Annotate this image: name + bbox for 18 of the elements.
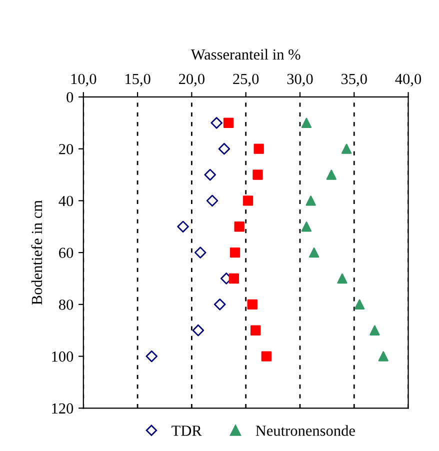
y-tick-label: 20 — [59, 144, 74, 154]
y-tick-label: 60 — [59, 248, 74, 258]
x-tick-label: 40,0 — [395, 74, 422, 86]
x-axis-title: Wasseranteil in % — [190, 48, 300, 60]
y-axis-title: Bodentiefe in cm — [31, 200, 42, 305]
y-tick-label: 100 — [52, 351, 74, 362]
y-tick-label: 80 — [58, 300, 74, 310]
y-tick-label: 40 — [58, 196, 74, 206]
x-tick-label: 10,0 — [71, 74, 96, 86]
x-tick-label: 20,0 — [179, 74, 204, 86]
legend-label: Neutronensonde — [256, 425, 355, 436]
x-tick-label: 25,0 — [233, 74, 259, 86]
y-tick-label: 0 — [66, 92, 74, 102]
x-tick-label: 35,0 — [341, 74, 367, 86]
x-tick-label: 30,0 — [287, 74, 313, 86]
y-tick-label: 120 — [52, 403, 74, 414]
legend-label: TDR — [172, 426, 202, 436]
x-tick-label: 15,0 — [126, 74, 150, 86]
